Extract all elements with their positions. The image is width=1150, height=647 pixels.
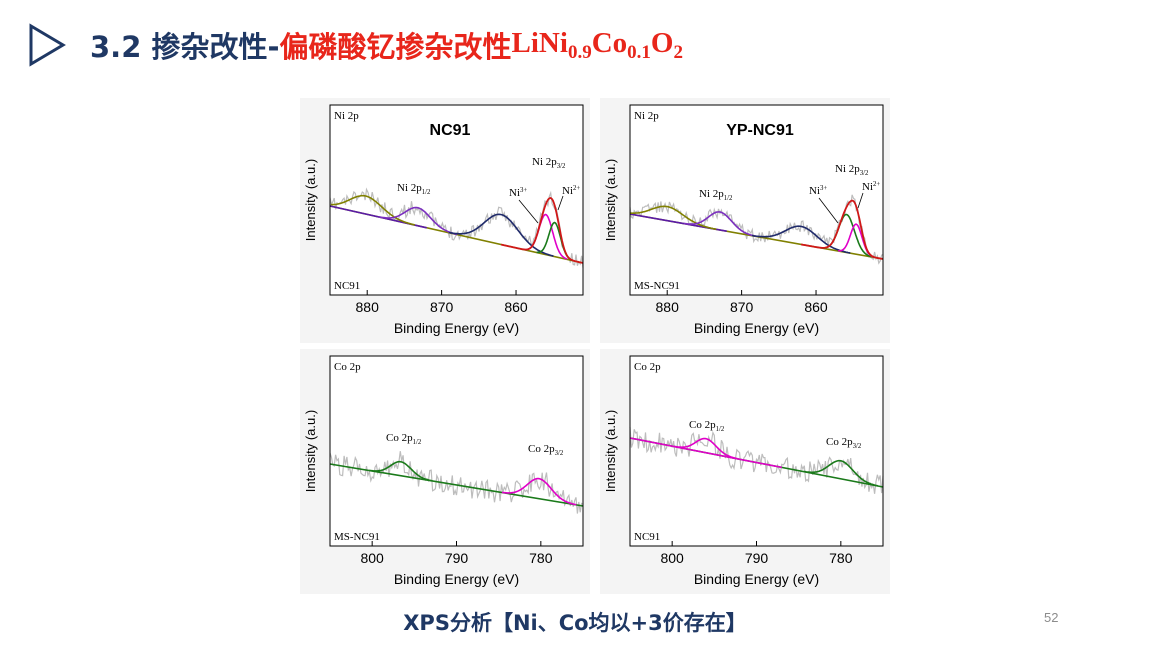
x-axis-label: Binding Energy (eV) xyxy=(694,571,819,587)
x-tick-label: 790 xyxy=(745,550,769,566)
x-axis-label: Binding Energy (eV) xyxy=(394,571,519,587)
sample-label: MS-NC91 xyxy=(334,531,380,543)
chart-svg: 800 790 780 Binding Energy (eV) Intensity (a… xyxy=(300,349,590,594)
element-label: Ni 2p xyxy=(634,110,659,122)
annotation-label: Ni2+ xyxy=(862,181,880,193)
peak-component-0 xyxy=(674,437,738,460)
x-tick-label: 860 xyxy=(804,299,828,315)
peak-component-0 xyxy=(330,194,416,226)
x-tick-label: 800 xyxy=(660,550,684,566)
play-triangle-icon xyxy=(29,23,66,67)
peak-component-1 xyxy=(683,211,757,238)
annotation-label: Ni3+ xyxy=(509,187,527,199)
plot-area xyxy=(330,356,583,546)
x-tick-label: 870 xyxy=(430,299,454,315)
peak-component-1 xyxy=(501,477,577,506)
x-tick-label: 800 xyxy=(360,550,384,566)
annotation-label: Ni2+ xyxy=(562,185,580,197)
chart-svg: 880 870 860 Binding Energy (eV) Intensity (a… xyxy=(600,98,890,343)
chart-svg: 880 870 860 Binding Energy (eV) Intensity (a… xyxy=(300,98,590,343)
annotation-label: Co 2p1/2 xyxy=(689,419,725,433)
raw-data-line xyxy=(329,451,584,514)
plot-area xyxy=(630,356,883,546)
sample-label: NC91 xyxy=(634,531,660,543)
annotation-arrow xyxy=(518,199,539,224)
sample-label: NC91 xyxy=(334,280,360,292)
xps-co-ms-nc91-chart: 800 790 780 Binding Energy (eV) Intensity (a… xyxy=(300,349,590,594)
peak-component-2 xyxy=(751,225,851,254)
annotation-label: Ni 2p1/2 xyxy=(699,188,733,202)
envelope-line xyxy=(800,199,884,260)
peak-component-2 xyxy=(448,213,554,257)
slide-title: 3.2 掺杂改性- 偏磷酸钇掺杂改性 LiNi0.9Co0.1O2 xyxy=(28,22,683,68)
annotation-label: Co 2p3/2 xyxy=(826,436,862,450)
peak-component-0 xyxy=(630,205,717,230)
chart-svg: 800 790 780 Binding Energy (eV) Intensity (a… xyxy=(600,349,890,594)
element-label: Co 2p xyxy=(334,361,361,373)
y-axis-label: Intensity (a.u.) xyxy=(303,410,318,492)
plot-area xyxy=(330,105,583,295)
peak-component-1 xyxy=(378,206,458,236)
x-tick-label: 780 xyxy=(529,550,553,566)
xps-co-nc91-chart: 800 790 780 Binding Energy (eV) Intensity (a… xyxy=(600,349,890,594)
page-number: 52 xyxy=(1044,610,1059,625)
peak-component-0 xyxy=(369,460,433,482)
annotation-label: Co 2p3/2 xyxy=(528,443,564,457)
annotation-label: Ni 2p1/2 xyxy=(397,182,431,196)
y-axis-label: Intensity (a.u.) xyxy=(303,159,318,241)
x-tick-label: 880 xyxy=(356,299,380,315)
element-label: Co 2p xyxy=(634,361,661,373)
y-axis-label: Intensity (a.u.) xyxy=(603,410,618,492)
annotation-arrow xyxy=(818,197,839,224)
plot-frame xyxy=(629,104,884,296)
xps-ni-yp-nc91-chart: 880 870 860 Binding Energy (eV) Intensity (a… xyxy=(600,98,890,343)
annotation-label: Co 2p1/2 xyxy=(386,432,422,446)
title-topic: 偏磷酸钇掺杂改性 xyxy=(279,30,512,64)
chart-title: NC91 xyxy=(430,122,471,139)
xps-ni-nc91-chart: 880 870 860 Binding Energy (eV) Intensity (a… xyxy=(300,98,590,343)
annotation-arrow xyxy=(857,192,864,209)
title-formula: LiNi0.9Co0.1O2 xyxy=(511,26,683,63)
peak-component-1 xyxy=(803,459,879,487)
figure-caption: XPS分析【Ni、Co均以+3价存在】 xyxy=(403,611,747,635)
y-axis-label: Intensity (a.u.) xyxy=(603,159,618,241)
annotation-arrow xyxy=(557,195,564,211)
x-tick-label: 790 xyxy=(445,550,469,566)
chart-title: YP-NC91 xyxy=(726,122,794,139)
x-tick-label: 880 xyxy=(656,299,680,315)
annotation-label: Ni 2p3/2 xyxy=(532,156,566,170)
x-tick-label: 780 xyxy=(829,550,853,566)
element-label: Ni 2p xyxy=(334,110,359,122)
x-axis-label: Binding Energy (eV) xyxy=(694,320,819,336)
baseline-line-left xyxy=(629,437,782,469)
sample-label: MS-NC91 xyxy=(634,280,680,292)
envelope-line xyxy=(500,197,584,264)
x-tick-label: 860 xyxy=(504,299,528,315)
x-axis-label: Binding Energy (eV) xyxy=(394,320,519,336)
x-tick-label: 870 xyxy=(730,299,754,315)
annotation-label: Ni3+ xyxy=(809,185,827,197)
plot-area xyxy=(630,105,883,295)
plot-frame xyxy=(329,104,584,296)
annotation-label: Ni 2p3/2 xyxy=(835,163,869,177)
title-section: 3.2 掺杂改性- xyxy=(90,30,280,64)
